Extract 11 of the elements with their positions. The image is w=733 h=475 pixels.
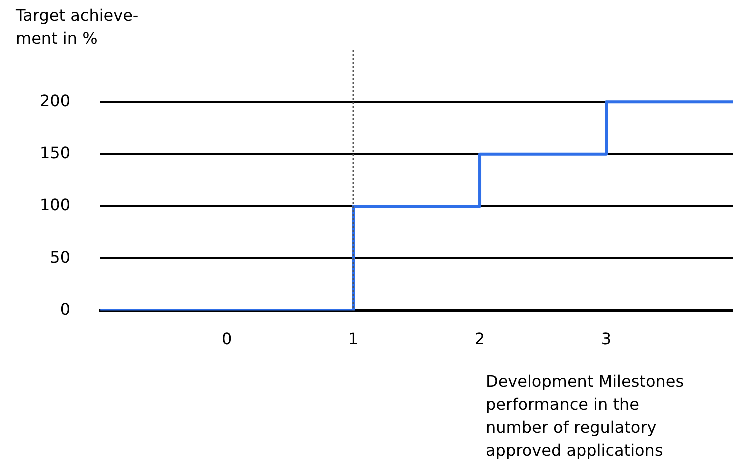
x-tick-label: 2: [474, 330, 486, 349]
y-axis-title: Target achieve- ment in %: [16, 5, 139, 50]
y-tick-label: 150: [40, 143, 71, 162]
x-tick-label: 1: [348, 330, 359, 349]
x-tick-label: 3: [601, 330, 612, 349]
y-tick-label: 200: [40, 91, 71, 110]
y-tick-label: 0: [60, 300, 71, 319]
x-axis-title: Development Milestones performance in the number of regulatory approved applications: [486, 371, 684, 462]
y-tick-label: 50: [50, 248, 71, 267]
y-tick-label: 100: [40, 196, 71, 215]
x-tick-label: 0: [222, 330, 232, 349]
